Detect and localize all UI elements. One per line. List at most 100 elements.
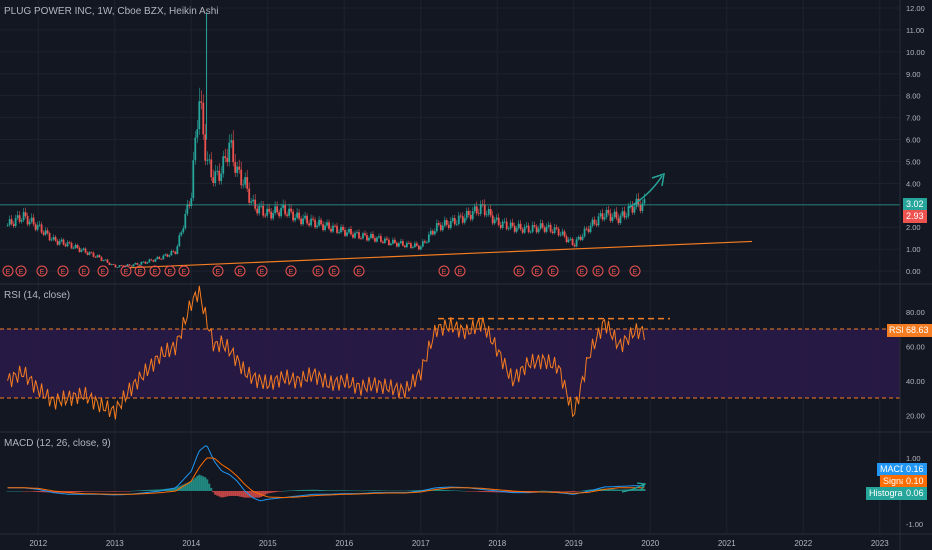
macd-histogram-bar [40, 491, 43, 493]
macd-histogram-bar [395, 490, 398, 492]
candle-body [551, 231, 554, 234]
macd-histogram-bar [138, 490, 141, 491]
histogram-name-tag: Histogram [866, 487, 914, 500]
candle-body [411, 247, 414, 248]
price-candles[interactable] [6, 12, 646, 269]
candle-body [272, 212, 275, 219]
macd-histogram-bar [172, 487, 175, 491]
time-axis-label: 2020 [641, 539, 659, 548]
rsi-title[interactable]: RSI (14, close) [4, 290, 71, 301]
candle-body [100, 257, 103, 261]
macd-histogram-bar [340, 490, 343, 491]
macd-histogram-bar [272, 491, 275, 493]
candle-body [60, 239, 63, 242]
macd-histogram-bar [439, 489, 442, 491]
candle-body [507, 228, 510, 230]
candle-body [30, 217, 33, 222]
macd-histogram-bar [342, 490, 345, 491]
candle-body [184, 213, 187, 229]
macd-histogram-bar [106, 491, 109, 492]
earnings-marker-label: E [458, 269, 463, 276]
macd-histogram-bar [403, 490, 406, 492]
candle-body [264, 215, 267, 217]
macd-histogram-bar [541, 490, 544, 492]
macd-histogram-bar [266, 491, 269, 494]
candle-body [471, 211, 474, 220]
macd-histogram-bar [26, 491, 29, 492]
candle-body [415, 243, 418, 246]
macd-histogram-bar [461, 490, 464, 492]
macd-histogram-bar [6, 491, 9, 492]
candle-body [421, 241, 424, 247]
macd-histogram-bar [465, 491, 468, 492]
candle-body [573, 244, 576, 247]
last-price-tag: 3.02 [903, 198, 927, 211]
candle-body [336, 225, 338, 233]
macd-histogram-bar [641, 489, 644, 491]
candle-body [583, 228, 586, 237]
candle-body [543, 227, 546, 232]
candle-body [439, 224, 442, 231]
macd-histogram-bar [565, 491, 568, 492]
candle-body [274, 206, 277, 213]
rsi-axis-label: 40.00 [906, 377, 925, 386]
earnings-marker-circle [164, 265, 176, 277]
candle-body [12, 223, 15, 227]
candle-body [112, 264, 115, 265]
macd-histogram-bar [322, 490, 325, 491]
signal-series-line [7, 457, 645, 499]
macd-histogram-bar [242, 491, 245, 498]
earnings-marker-label: E [153, 269, 158, 276]
candle-body [78, 247, 81, 252]
candle-body [202, 102, 205, 135]
earnings-marker-circle [57, 265, 69, 277]
candle-body [511, 222, 514, 226]
candle-body [641, 203, 644, 211]
macd-histogram-bar [122, 491, 125, 492]
support-trendline[interactable] [129, 240, 753, 269]
macd-histogram-bar [196, 475, 199, 491]
macd-histogram-bar [312, 489, 315, 491]
candle-body [441, 225, 444, 231]
candle-body [284, 204, 287, 215]
price-axis-label: 9.00 [906, 70, 921, 79]
candle-body [298, 212, 300, 219]
candle-body [457, 215, 460, 224]
macd-histogram-bar [365, 490, 368, 492]
candle-body [621, 211, 624, 216]
macd-histogram-bar [336, 490, 339, 491]
symbol-title[interactable]: PLUG POWER INC, 1W, Cboe BZX, Heikin Ash… [4, 6, 219, 17]
macd-histogram-bar [633, 489, 636, 491]
candle-body [445, 220, 448, 225]
macd-histogram-bar [228, 491, 231, 497]
candle-body [609, 213, 612, 221]
candle-body [483, 204, 486, 216]
earnings-marker-circle [531, 265, 543, 277]
price-arrow[interactable] [627, 172, 665, 209]
candle-body [226, 158, 229, 163]
macd-histogram-bar [184, 483, 187, 491]
macd-histogram-bar [529, 491, 532, 492]
macd-histogram-bar [176, 487, 179, 491]
macd-histogram-bar [186, 482, 189, 491]
earnings-marker-label: E [82, 269, 87, 276]
macd-histogram-bar [134, 490, 137, 492]
macd-histogram-bar [302, 489, 305, 491]
earnings-marker-circle [2, 265, 14, 277]
macd-histogram-bar [16, 491, 19, 492]
earnings-marker-label: E [517, 269, 522, 276]
macd-histogram-bar [625, 489, 628, 491]
rsi-line [7, 285, 645, 420]
candle-body [132, 264, 135, 267]
macd-histogram-bar [320, 489, 323, 491]
candle-body [643, 199, 646, 204]
macd-histogram-bar [635, 489, 638, 491]
rsi-axis-label: 80.00 [906, 308, 925, 317]
candle-body [270, 211, 273, 219]
candle-body [597, 216, 600, 226]
candle-body [485, 214, 488, 216]
candle-body [613, 211, 616, 217]
macd-title[interactable]: MACD (12, 26, close, 9) [4, 438, 111, 449]
